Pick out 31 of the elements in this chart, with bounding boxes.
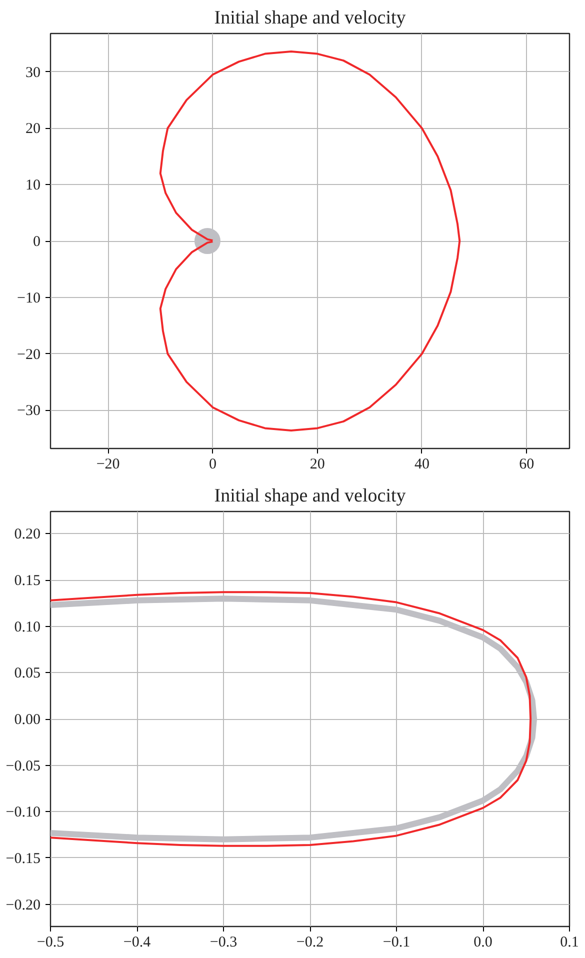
x-tick-label: 0.0 — [474, 934, 492, 950]
y-tick-label: 30 — [26, 64, 40, 81]
chart-title: Initial shape and velocity — [214, 8, 406, 28]
chart-title: Initial shape and velocity — [214, 486, 406, 506]
y-tick-label: 0.20 — [14, 526, 40, 543]
x-tick-label: −0.3 — [210, 934, 238, 950]
y-tick-label: −30 — [17, 403, 41, 420]
x-tick-label: 40 — [414, 456, 430, 472]
y-tick-label: −0.05 — [6, 758, 41, 774]
y-tick-label: 0.05 — [14, 666, 40, 682]
x-tick-label: −0.2 — [296, 934, 324, 950]
y-tick-label: −0.10 — [6, 804, 41, 821]
y-tick-label: −0.20 — [6, 897, 41, 914]
y-tick-label: −20 — [17, 346, 41, 363]
x-tick-label: −0.5 — [36, 934, 64, 950]
y-tick-label: −10 — [17, 290, 41, 306]
y-tick-label: 0.00 — [14, 712, 40, 728]
y-tick-label: −0.15 — [6, 850, 41, 867]
x-tick-label: 0 — [208, 456, 216, 472]
line-series — [159, 50, 461, 432]
x-tick-label: 0.1 — [560, 934, 579, 950]
y-tick-label: 20 — [26, 121, 40, 138]
x-tick-label: 60 — [519, 456, 534, 472]
x-tick-label: 20 — [310, 456, 325, 472]
y-tick-label: 10 — [26, 178, 40, 194]
x-tick-label: −0.4 — [123, 934, 152, 950]
y-tick-label: 0.15 — [14, 573, 40, 590]
y-tick-label: 0.10 — [14, 619, 40, 636]
y-tick-label: 0 — [33, 234, 40, 250]
x-tick-label: −0.1 — [382, 934, 410, 950]
x-tick-label: −20 — [96, 456, 120, 472]
